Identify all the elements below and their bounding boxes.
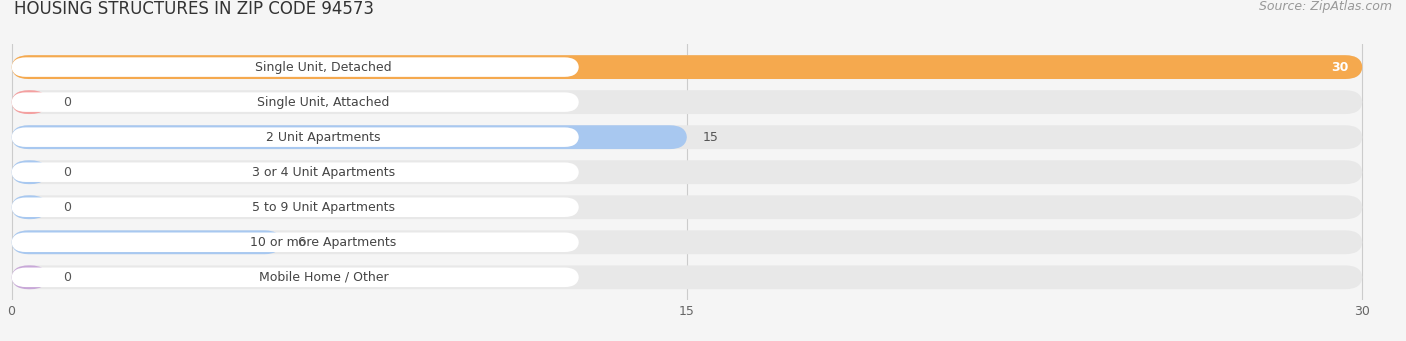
Text: 0: 0	[63, 201, 72, 214]
Text: 0: 0	[63, 271, 72, 284]
FancyBboxPatch shape	[11, 160, 1362, 184]
Text: Mobile Home / Other: Mobile Home / Other	[259, 271, 388, 284]
Text: 6: 6	[298, 236, 305, 249]
FancyBboxPatch shape	[11, 55, 1362, 79]
Text: 15: 15	[703, 131, 718, 144]
FancyBboxPatch shape	[11, 92, 579, 112]
Text: 5 to 9 Unit Apartments: 5 to 9 Unit Apartments	[252, 201, 395, 214]
Text: 3 or 4 Unit Apartments: 3 or 4 Unit Apartments	[252, 166, 395, 179]
Text: Single Unit, Detached: Single Unit, Detached	[256, 61, 392, 74]
FancyBboxPatch shape	[11, 231, 1362, 254]
FancyBboxPatch shape	[11, 160, 48, 184]
Text: 30: 30	[1331, 61, 1348, 74]
FancyBboxPatch shape	[11, 231, 281, 254]
FancyBboxPatch shape	[11, 57, 579, 77]
FancyBboxPatch shape	[11, 195, 1362, 219]
FancyBboxPatch shape	[11, 128, 579, 147]
Text: 0: 0	[63, 95, 72, 109]
FancyBboxPatch shape	[11, 90, 48, 114]
FancyBboxPatch shape	[11, 125, 688, 149]
Text: 2 Unit Apartments: 2 Unit Apartments	[266, 131, 381, 144]
FancyBboxPatch shape	[11, 233, 579, 252]
FancyBboxPatch shape	[11, 162, 579, 182]
FancyBboxPatch shape	[11, 197, 579, 217]
Text: Single Unit, Attached: Single Unit, Attached	[257, 95, 389, 109]
FancyBboxPatch shape	[11, 268, 579, 287]
FancyBboxPatch shape	[11, 265, 1362, 289]
Text: HOUSING STRUCTURES IN ZIP CODE 94573: HOUSING STRUCTURES IN ZIP CODE 94573	[14, 0, 374, 18]
FancyBboxPatch shape	[11, 125, 1362, 149]
Text: 10 or more Apartments: 10 or more Apartments	[250, 236, 396, 249]
FancyBboxPatch shape	[11, 195, 48, 219]
FancyBboxPatch shape	[11, 265, 48, 289]
Text: 0: 0	[63, 166, 72, 179]
FancyBboxPatch shape	[11, 55, 1362, 79]
Text: Source: ZipAtlas.com: Source: ZipAtlas.com	[1258, 0, 1392, 13]
FancyBboxPatch shape	[11, 90, 1362, 114]
